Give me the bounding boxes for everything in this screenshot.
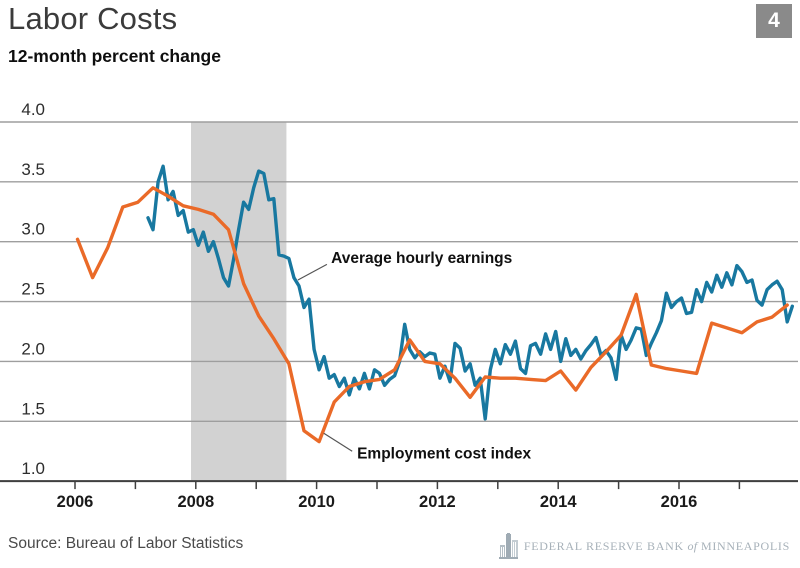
labor-costs-line-chart: 4.0 3.5 3.0 2.5 2.0 1.5 1.0 2006 2008 2010 2012 201…: [0, 100, 798, 511]
fed-logo-text-bank: Federal Reserve Bank: [523, 538, 684, 553]
y-axis-tick-label: 1.5: [21, 399, 45, 418]
y-axis-tick-label: 4.0: [21, 100, 45, 119]
y-axis-tick-label: 2.5: [21, 280, 45, 299]
x-axis-tick-label: 2016: [661, 493, 698, 511]
fed-logo-text-city: Minneapolis: [700, 538, 790, 553]
series-line-employment-cost-index: [75, 186, 789, 444]
y-axis-tick-label: 3.5: [21, 160, 45, 179]
y-axis-tick-label: 2.0: [21, 339, 45, 358]
annotation-leader-line: [323, 432, 353, 452]
slide-number-badge: 4: [756, 4, 792, 38]
fed-logo-wordmark: Federal Reserve Bank of Minneapolis: [524, 539, 790, 554]
annotation-leader-line: [297, 263, 328, 281]
y-axis-tick-label: 3.0: [21, 220, 45, 239]
fed-building-icon: [498, 533, 518, 559]
series-annotation-label: Employment cost index: [357, 445, 531, 462]
chart-y-axis-units-label: 12-month percent change: [8, 46, 221, 66]
series-annotation-label: Average hourly earnings: [331, 250, 512, 267]
fed-logo-text-of: of: [687, 538, 698, 553]
minneapolis-fed-logo: Federal Reserve Bank of Minneapolis: [498, 533, 790, 559]
x-axis-tick-label: 2008: [177, 493, 214, 511]
y-axis-tick-label: 1.0: [21, 459, 45, 478]
x-axis-tick-label: 2012: [419, 493, 456, 511]
x-axis-tick-label: 2006: [57, 493, 94, 511]
series-line-average-hourly-earnings: [146, 164, 794, 421]
page-title: Labor Costs: [8, 1, 178, 36]
x-axis-tick-label: 2014: [540, 493, 578, 511]
source-citation: Source: Bureau of Labor Statistics: [8, 535, 244, 552]
x-axis-tick-label: 2010: [298, 493, 335, 511]
